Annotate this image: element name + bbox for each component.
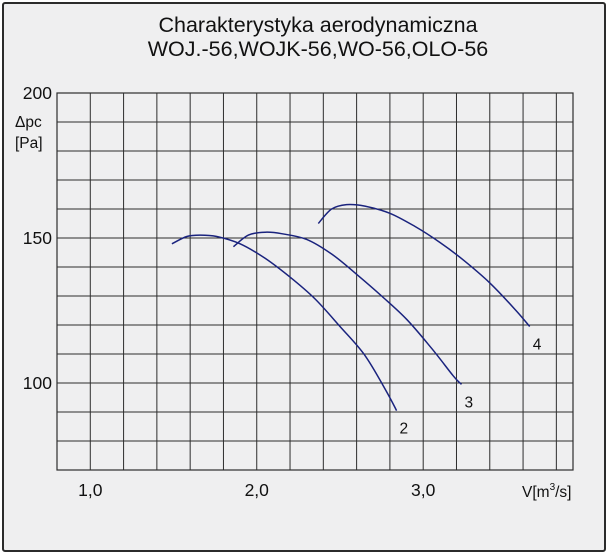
- x-axis-label: V[m3/s]: [522, 482, 572, 501]
- x-axis-label-tail: /s]: [555, 484, 571, 501]
- series-label-4: 4: [533, 336, 542, 353]
- x-tick-label: 2,0: [245, 480, 270, 500]
- plot-frame: [56, 92, 574, 471]
- chart-title-line-2: WOJ.-56,WOJK-56,WO-56,OLO-56: [148, 37, 489, 61]
- x-axis-label-sup: 3: [550, 482, 556, 493]
- x-tick-label: 3,0: [411, 480, 436, 500]
- series-curve-2: [171, 234, 398, 411]
- series-label-3: 3: [464, 394, 473, 411]
- y-tick-label: 200: [23, 83, 52, 103]
- y-axis-label-line-1: Δpc: [15, 114, 42, 131]
- chart-tick-labels: 1,0 2,0 3,0 100 150 200: [23, 83, 436, 500]
- y-tick-label: 100: [23, 373, 52, 393]
- series-curve-3: [232, 231, 463, 385]
- y-axis-label-line-2: [Pa]: [15, 135, 43, 152]
- x-axis-label-base: V[m: [522, 484, 550, 501]
- series-curve-4: [317, 203, 531, 327]
- chart-series: 2 3 4: [171, 203, 542, 438]
- chart-grid: [56, 92, 574, 471]
- x-tick-label: 1,0: [78, 480, 103, 500]
- chart-title-line-1: Charakterystyka aerodynamiczna: [158, 13, 477, 37]
- series-label-2: 2: [400, 421, 409, 438]
- y-tick-label: 150: [23, 228, 52, 248]
